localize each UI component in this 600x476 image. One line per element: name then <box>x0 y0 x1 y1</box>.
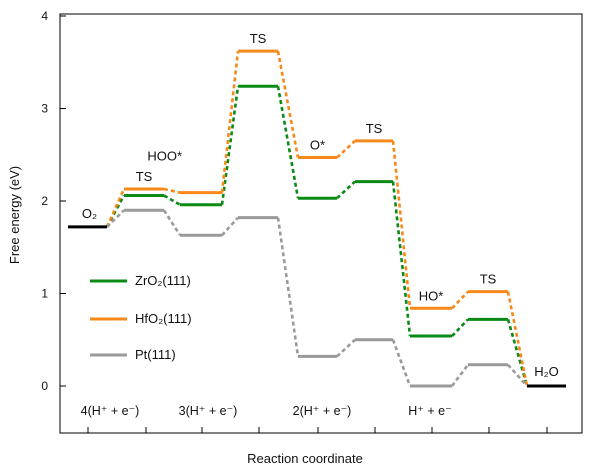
step-label: H⁺ + e⁻ <box>408 404 451 418</box>
connector-line <box>451 290 469 310</box>
connector-line <box>336 180 356 200</box>
connector-line <box>391 140 412 309</box>
y-tick-label: 3 <box>41 102 48 116</box>
y-tick-label: 2 <box>41 194 48 208</box>
x-axis-title: Reaction coordinate <box>247 451 363 466</box>
connector-line <box>450 363 470 387</box>
y-tick-label: 4 <box>41 9 48 23</box>
connector-line <box>391 181 412 337</box>
connector-line <box>106 209 125 228</box>
connector-line <box>336 139 356 159</box>
connector-line <box>507 363 528 387</box>
connector-line <box>391 339 412 387</box>
plot-axes: 0 1 2 3 4 <box>41 9 583 434</box>
connector-line <box>220 51 240 193</box>
state-label: TS <box>366 121 383 136</box>
legend-label: Pt(111) <box>135 347 176 362</box>
connector-line <box>276 86 300 199</box>
connector-line <box>451 318 469 337</box>
connector-line <box>163 194 181 206</box>
connector-line <box>220 86 240 205</box>
connector-lines <box>105 50 529 387</box>
plot-frame <box>59 13 583 434</box>
connector-line <box>105 188 126 228</box>
connector-line <box>221 216 239 237</box>
step-label: 4(H⁺ + e⁻) <box>81 404 140 418</box>
step-label: 3(H⁺ + e⁻) <box>179 404 238 418</box>
state-label: TS <box>250 31 267 46</box>
state-labels: O₂ H₂O TS HOO* TS O* TS HO* TS 4(H⁺ + e⁻) 3(H⁺ + e… <box>81 31 559 418</box>
y-tick-label: 0 <box>41 379 48 393</box>
legend-label: ZrO₂(111) <box>135 273 191 288</box>
connector-line <box>162 209 182 236</box>
h2o-label: H₂O <box>534 364 559 379</box>
connector-line <box>276 217 300 357</box>
legend-label: HfO₂(111) <box>135 311 192 326</box>
connector-line <box>506 291 529 387</box>
y-axis-title: Free energy (eV) <box>7 166 22 264</box>
energy-levels <box>68 49 566 388</box>
state-label: HO* <box>419 288 444 303</box>
state-label: O* <box>310 138 325 153</box>
o2-label: O₂ <box>82 206 97 221</box>
connector-line <box>336 338 356 358</box>
step-label: 2(H⁺ + e⁻) <box>293 404 352 418</box>
connector-line <box>163 187 181 194</box>
state-label: HOO* <box>147 149 182 164</box>
state-label: TS <box>480 272 497 287</box>
state-label: TS <box>136 169 153 184</box>
legend: ZrO₂(111) HfO₂(111) Pt(111) <box>90 273 192 362</box>
connector-line <box>105 194 126 228</box>
y-tick-label: 1 <box>41 287 48 301</box>
